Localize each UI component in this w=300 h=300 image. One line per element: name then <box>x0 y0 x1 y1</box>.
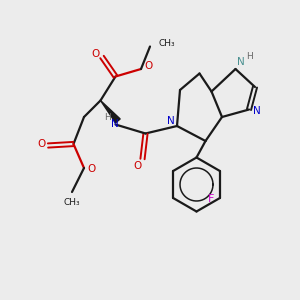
Text: O: O <box>92 49 100 59</box>
Text: H: H <box>247 52 253 61</box>
Text: O: O <box>133 160 141 171</box>
Text: F: F <box>208 194 214 205</box>
Text: CH₃: CH₃ <box>158 39 175 48</box>
Text: N: N <box>253 106 261 116</box>
Text: O: O <box>144 61 153 71</box>
Text: O: O <box>37 139 46 149</box>
Text: O: O <box>87 164 96 175</box>
Text: N: N <box>237 57 245 68</box>
Text: H: H <box>104 113 111 122</box>
Text: N: N <box>111 118 119 129</box>
Polygon shape <box>100 100 120 123</box>
Text: N: N <box>167 116 174 126</box>
Text: CH₃: CH₃ <box>63 198 80 207</box>
